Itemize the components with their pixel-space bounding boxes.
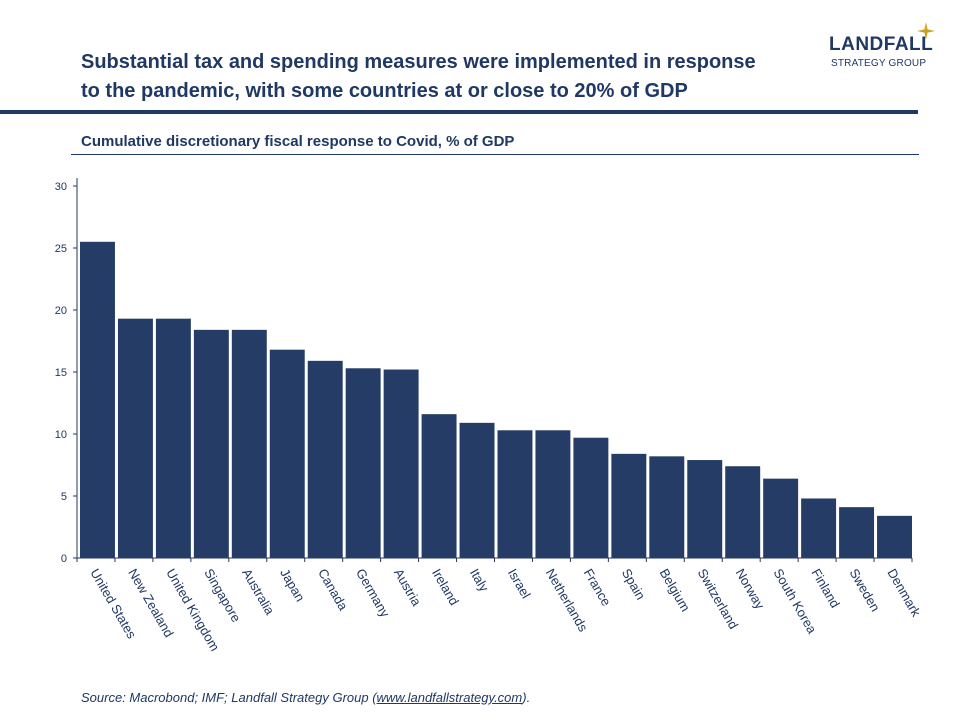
bar xyxy=(231,329,267,558)
four-point-star-icon xyxy=(917,22,935,40)
bar xyxy=(839,507,875,558)
x-tick-label: Finland xyxy=(809,566,843,610)
bar xyxy=(193,329,229,558)
bar xyxy=(877,515,912,558)
chart-subtitle: Cumulative discretionary fiscal response… xyxy=(81,133,515,150)
bar xyxy=(725,466,761,558)
subtitle-divider xyxy=(71,154,919,155)
x-tick-label: Austria xyxy=(391,566,425,609)
x-tick-label: Canada xyxy=(315,566,351,614)
bar xyxy=(687,460,723,558)
x-tick-label: Italy xyxy=(467,566,492,595)
x-tick-label: Germany xyxy=(353,566,393,620)
x-tick-label: Australia xyxy=(239,566,278,618)
bar xyxy=(383,369,419,558)
y-tick-label: 25 xyxy=(55,243,67,255)
logo-tagline: STRATEGY GROUP xyxy=(831,58,927,69)
bar xyxy=(421,414,457,558)
y-tick-label: 5 xyxy=(61,491,67,503)
bar xyxy=(307,360,343,558)
bar xyxy=(763,478,799,558)
y-tick-label: 0 xyxy=(61,553,67,565)
chart-title: Substantial tax and spending measures we… xyxy=(81,48,811,106)
bar xyxy=(80,241,115,559)
bars xyxy=(76,241,913,562)
bar xyxy=(801,498,837,558)
x-tick-label: Israel xyxy=(505,566,534,601)
source-suffix: ). xyxy=(522,690,531,705)
y-tick-label: 15 xyxy=(55,367,67,379)
source-note: Source: Macrobond; IMF; Landfall Strateg… xyxy=(81,690,530,705)
bar xyxy=(649,456,685,558)
y-tick-label: 30 xyxy=(55,181,67,193)
bar xyxy=(155,318,191,558)
logo-name: LANDFALL xyxy=(829,34,934,55)
title-divider xyxy=(0,110,918,114)
bar xyxy=(535,430,571,558)
x-tick-label: France xyxy=(581,566,614,609)
source-link[interactable]: www.landfallstrategy.com xyxy=(376,690,523,705)
y-tick-label: 20 xyxy=(55,305,67,317)
y-axis: 0 5 10 15 20 25 30 xyxy=(55,178,78,565)
bar xyxy=(345,368,381,558)
source-prefix: Source: Macrobond; IMF; Landfall Strateg… xyxy=(81,690,377,705)
bar xyxy=(611,453,647,558)
x-tick-label: Ireland xyxy=(429,566,462,608)
x-tick-label: Spain xyxy=(619,566,649,602)
bar xyxy=(117,318,153,558)
title-line-2: to the pandemic, with some countries at … xyxy=(81,80,688,102)
bar xyxy=(573,437,609,558)
y-tick-label: 10 xyxy=(55,429,67,441)
bar xyxy=(269,349,305,558)
x-tick-label: Norway xyxy=(733,566,768,612)
bar xyxy=(497,430,533,558)
x-tick-label: Denmark xyxy=(884,566,924,620)
x-tick-label: Sweden xyxy=(846,566,882,614)
x-tick-label: Belgium xyxy=(657,566,693,614)
x-tick-label: Singapore xyxy=(201,566,244,625)
x-tick-label: Japan xyxy=(277,566,308,604)
title-line-1: Substantial tax and spending measures we… xyxy=(81,51,756,73)
bar xyxy=(459,422,495,558)
landfall-logo: LANDFALL STRATEGY GROUP xyxy=(826,22,946,72)
